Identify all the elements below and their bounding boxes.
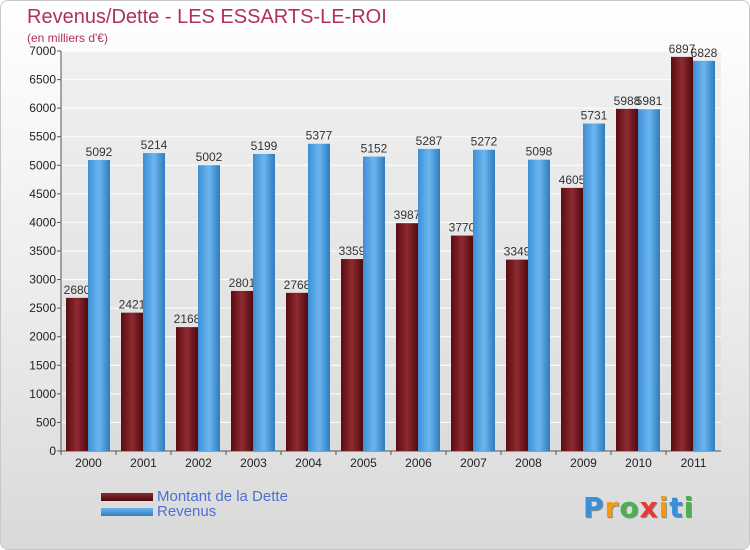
bar-dette — [396, 223, 418, 451]
bar-revenus-label: 5002 — [196, 150, 223, 164]
y-tick-label: 4000 — [29, 215, 56, 229]
bar-dette-label: 5988 — [614, 94, 641, 108]
bar-dette — [616, 108, 638, 451]
bar-dette-label: 2680 — [64, 283, 91, 297]
x-tick-label: 2003 — [240, 456, 267, 470]
x-tick-label: 2000 — [75, 456, 102, 470]
logo-letter: i — [683, 491, 695, 524]
bar-revenus — [363, 156, 385, 451]
bar-dette — [671, 56, 693, 452]
x-tick-label: 2005 — [350, 456, 377, 470]
legend-swatch-revenus — [101, 508, 153, 516]
y-tick-label: 3000 — [29, 273, 56, 287]
bar-revenus-label: 5981 — [636, 94, 663, 108]
bar-dette — [506, 259, 528, 451]
y-tick-label: 500 — [36, 415, 56, 429]
bar-revenus — [473, 149, 495, 451]
bar-revenus — [88, 160, 110, 451]
bar-dette-label: 2421 — [119, 298, 146, 312]
y-tick-label: 4500 — [29, 187, 56, 201]
bar-revenus — [198, 165, 220, 451]
y-tick-label: 6000 — [29, 101, 56, 115]
legend-swatch-dette — [101, 493, 153, 501]
bar-revenus — [253, 153, 275, 451]
logo-letter: i — [658, 491, 670, 524]
x-tick-label: 2002 — [185, 456, 212, 470]
bar-dette-label: 2801 — [229, 276, 256, 290]
y-tick-label: 0 — [49, 444, 56, 458]
y-tick-label: 7000 — [29, 44, 56, 58]
proxiti-logo: Proxiti — [583, 491, 694, 524]
bar-revenus-label: 5287 — [416, 134, 443, 148]
bar-revenus-label: 5092 — [86, 145, 113, 159]
y-tick-label: 6500 — [29, 73, 56, 87]
y-tick-label: 1500 — [29, 358, 56, 372]
logo-letter: r — [604, 491, 620, 524]
bar-revenus-label: 5272 — [471, 135, 498, 149]
bar-dette-label: 2768 — [284, 278, 311, 292]
x-tick-label: 2006 — [405, 456, 432, 470]
bar-revenus — [693, 60, 715, 451]
x-tick-label: 2008 — [515, 456, 542, 470]
legend-label-dette: Montant de la Dette — [157, 488, 288, 505]
bar-dette-label: 3770 — [449, 221, 476, 235]
chart-title: Revenus/Dette - LES ESSARTS-LE-ROI — [27, 6, 387, 28]
x-tick-label: 2007 — [460, 456, 487, 470]
x-tick-label: 2004 — [295, 456, 322, 470]
bar-dette — [121, 312, 143, 451]
bar-revenus — [583, 123, 605, 451]
bar-dette — [561, 187, 583, 451]
chart-subtitle: (en milliers d'€) — [27, 31, 108, 45]
x-tick-label: 2001 — [130, 456, 157, 470]
bar-dette-label: 3359 — [339, 244, 366, 258]
y-tick-label: 2000 — [29, 330, 56, 344]
bar-dette — [176, 327, 198, 451]
y-tick-label: 3500 — [29, 244, 56, 258]
bar-revenus-label: 5098 — [526, 145, 553, 159]
bar-revenus — [638, 109, 660, 451]
legend-label-revenus: Revenus — [157, 503, 217, 520]
bar-dette — [286, 292, 308, 451]
bar-dette — [231, 290, 253, 451]
y-tick-label: 5000 — [29, 158, 56, 172]
x-tick-label: 2009 — [570, 456, 597, 470]
logo-letter: t — [669, 491, 684, 524]
bar-revenus — [143, 153, 165, 452]
bar-dette-label: 3349 — [504, 245, 531, 259]
x-tick-label: 2010 — [625, 456, 652, 470]
bar-revenus-label: 6828 — [691, 46, 718, 60]
bar-dette — [451, 235, 473, 451]
bar-dette-label: 4605 — [559, 173, 586, 187]
bar-dette — [66, 297, 88, 451]
bar-revenus-label: 5731 — [581, 109, 608, 123]
y-tick-label: 5500 — [29, 130, 56, 144]
bar-dette-label: 3987 — [394, 208, 421, 222]
y-tick-label: 2500 — [29, 301, 56, 315]
bar-dette-label: 2168 — [174, 312, 201, 326]
x-tick-label: 2011 — [681, 456, 707, 470]
bar-revenus-label: 5377 — [306, 129, 333, 143]
logo-letter: x — [639, 491, 659, 524]
bar-revenus-label: 5152 — [361, 142, 388, 156]
bar-revenus-label: 5199 — [251, 139, 278, 153]
bar-revenus — [308, 143, 330, 451]
y-tick-label: 1000 — [29, 387, 56, 401]
logo-letter: o — [619, 491, 640, 524]
logo-letter: P — [583, 491, 605, 524]
bar-revenus-label: 5214 — [141, 138, 168, 152]
bar-dette — [341, 259, 363, 451]
bar-revenus — [418, 148, 440, 451]
bar-dette-label: 6897 — [669, 42, 696, 56]
bar-revenus — [528, 159, 550, 451]
